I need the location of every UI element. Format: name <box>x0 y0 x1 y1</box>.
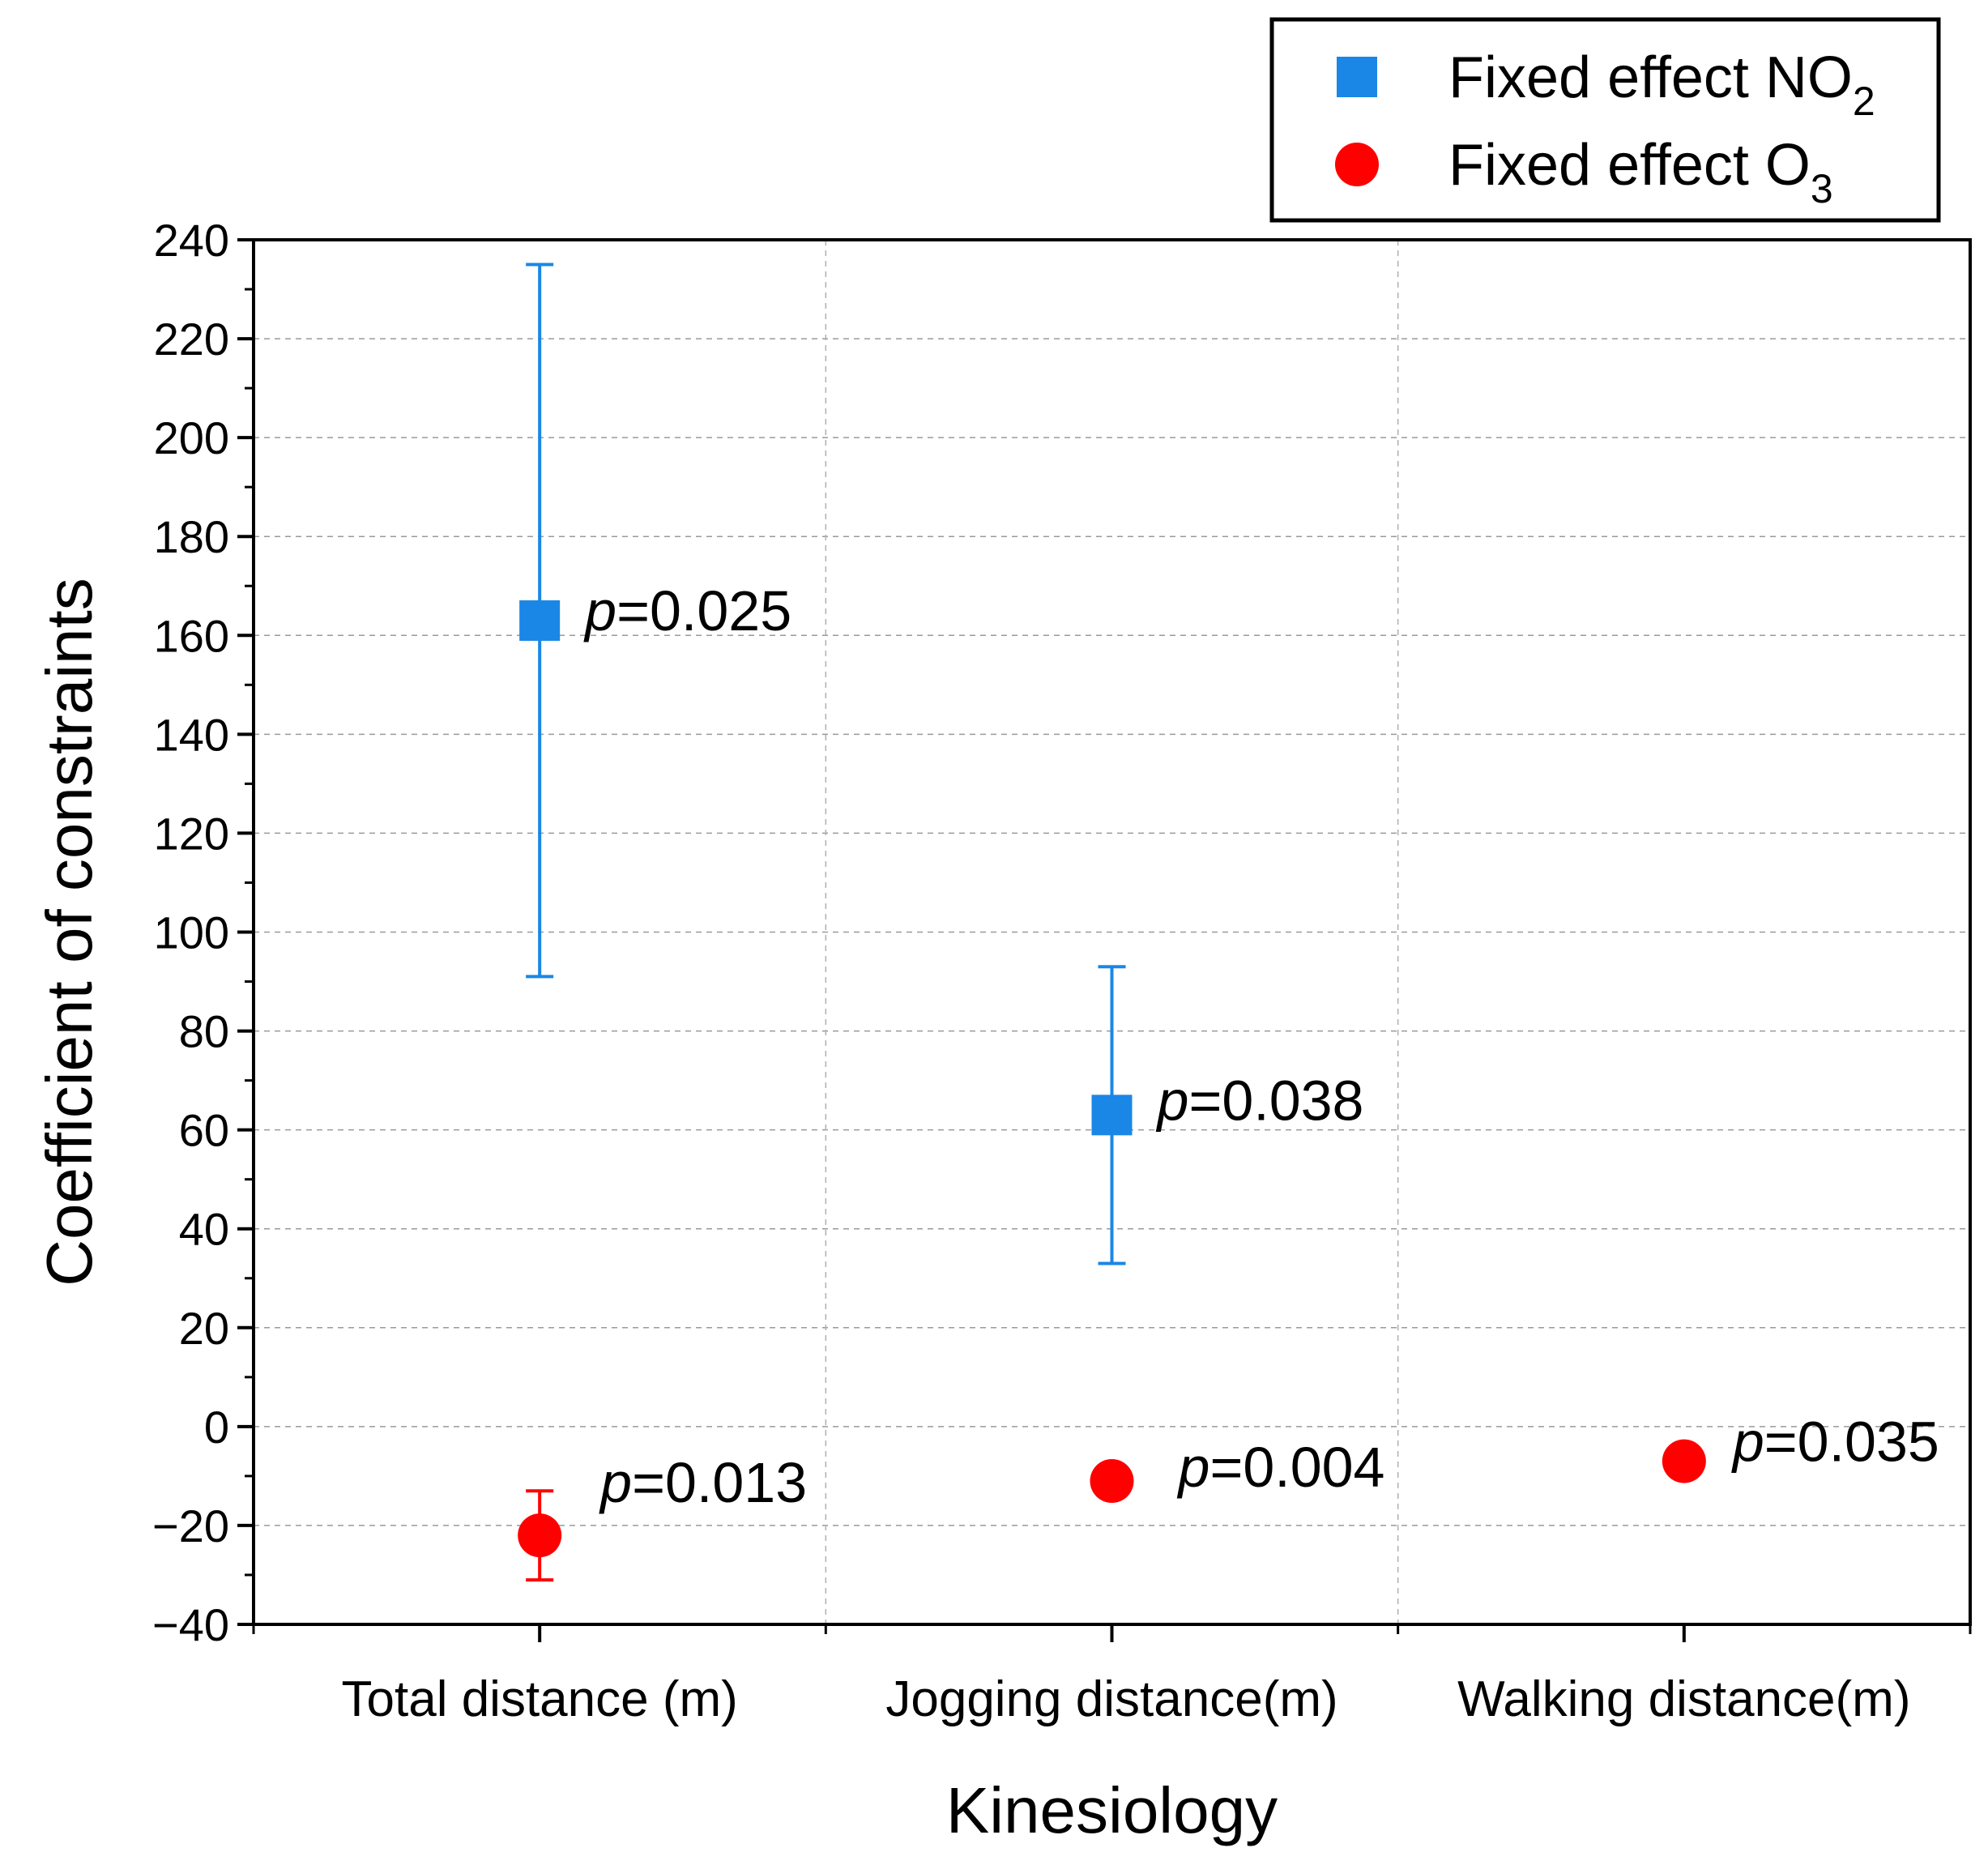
p-number: =0.035 <box>1764 1410 1939 1474</box>
legend-label-subscript: 3 <box>1811 166 1833 211</box>
axes-layer: −40 −20 0 20 40 60 80 100 120 140 160 180 200 220 240 T… <box>33 215 1972 1846</box>
y-tick-label: 20 <box>179 1303 229 1354</box>
legend-label: Fixed effect O3 <box>1448 133 1833 211</box>
y-tick-label: 120 <box>154 808 229 859</box>
p-number: =0.013 <box>632 1451 807 1514</box>
data-point-circle <box>518 1513 562 1558</box>
p-value-label: p=0.004 <box>1177 1436 1385 1499</box>
p-symbol: p <box>599 1451 632 1514</box>
data-point-square <box>1091 1095 1133 1136</box>
p-number: =0.038 <box>1188 1069 1363 1132</box>
y-tick-label: 0 <box>204 1402 229 1453</box>
p-number: =0.004 <box>1209 1436 1384 1499</box>
p-symbol: p <box>583 579 616 642</box>
y-tick-label: 80 <box>179 1006 229 1057</box>
x-tick-label: Jogging distance(m) <box>885 1671 1337 1727</box>
y-tick-label: −40 <box>152 1599 229 1650</box>
legend-marker-circle <box>1335 143 1379 186</box>
y-tick-label: 200 <box>154 412 229 463</box>
y-tick-label: 100 <box>154 907 229 958</box>
data-point-circle <box>1662 1439 1706 1483</box>
p-symbol: p <box>1156 1069 1189 1132</box>
p-value-label: p=0.038 <box>1156 1069 1364 1132</box>
x-tick-label: Walking distance(m) <box>1457 1671 1910 1727</box>
legend-box <box>1269 17 1941 223</box>
legend-marker-square <box>1337 57 1377 97</box>
data-point-circle <box>1090 1458 1134 1503</box>
p-value-label: p=0.035 <box>1731 1410 1939 1474</box>
legend-label-base: Fixed effect O <box>1448 133 1811 198</box>
y-tick-label: −20 <box>152 1500 229 1551</box>
x-axis-title: Kinesiology <box>946 1774 1278 1846</box>
data-point-square <box>519 600 561 641</box>
y-tick-label: 220 <box>154 314 229 365</box>
grid-layer <box>254 240 1970 1624</box>
p-symbol: p <box>1177 1436 1210 1499</box>
legend-label-subscript: 2 <box>1853 79 1875 124</box>
legend-label: Fixed effect NO2 <box>1448 45 1875 124</box>
y-tick-label: 160 <box>154 610 229 661</box>
y-tick-label: 140 <box>154 709 229 760</box>
p-number: =0.025 <box>616 579 791 642</box>
p-symbol: p <box>1731 1410 1764 1474</box>
y-tick-label: 180 <box>154 511 229 562</box>
y-tick-label: 240 <box>154 215 229 266</box>
y-axis-title: Coefficient of constraints <box>33 578 105 1287</box>
legend: Fixed effect NO2 Fixed effect O3 <box>1269 17 1941 223</box>
x-tick-label: Total distance (m) <box>342 1671 738 1727</box>
p-value-label: p=0.025 <box>583 579 791 642</box>
y-tick-label: 60 <box>179 1105 229 1156</box>
legend-label-base: Fixed effect NO <box>1448 45 1853 110</box>
series-1: p=0.013 p=0.004 p=0.035 <box>518 1410 1939 1582</box>
y-tick-label: 40 <box>179 1204 229 1255</box>
p-value-label: p=0.013 <box>599 1451 807 1514</box>
